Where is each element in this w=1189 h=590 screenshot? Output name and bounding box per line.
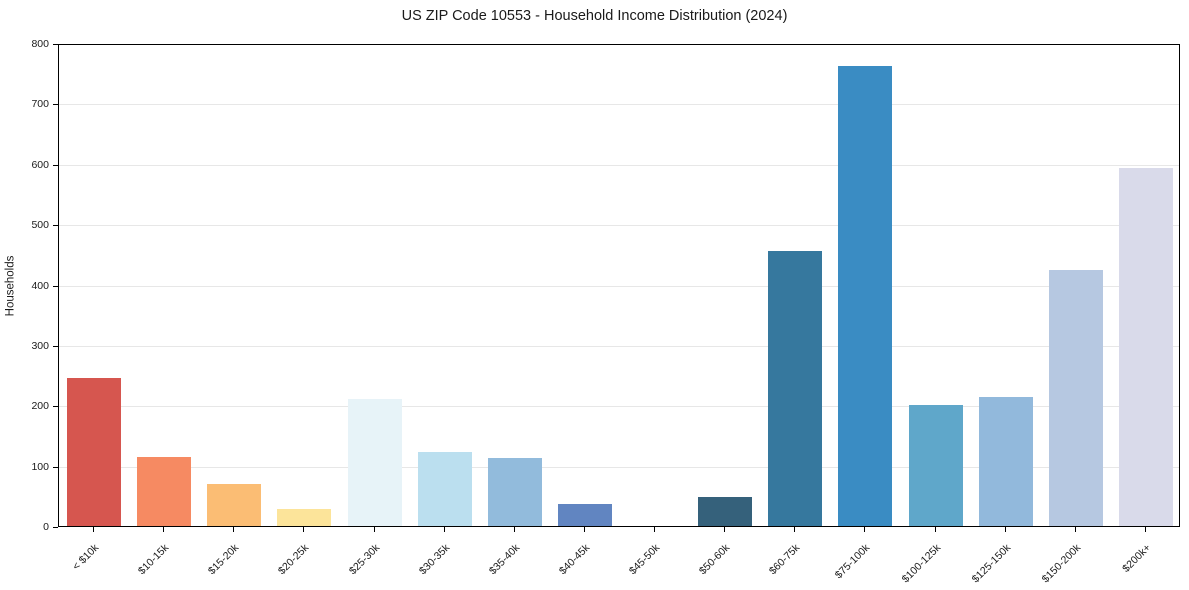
x-tick-label: $45-50k (626, 541, 663, 578)
x-tick-mark (443, 527, 445, 532)
x-tick-label: $20-25k (276, 541, 312, 578)
bar (908, 404, 963, 526)
y-tick-mark (53, 466, 58, 468)
gridline (59, 285, 1179, 287)
bar (417, 451, 472, 526)
gridline (59, 345, 1179, 347)
x-tick-label: $10-15k (136, 541, 172, 578)
bar (978, 397, 1033, 526)
x-tick-mark (233, 527, 235, 532)
bar (768, 251, 823, 526)
x-tick-mark (794, 527, 796, 532)
bar (487, 458, 542, 526)
x-tick-label: $150-200k (1039, 541, 1084, 586)
x-tick-label: $200k+ (1120, 541, 1154, 575)
x-tick-label: $60-75k (767, 541, 803, 578)
x-tick-label: $15-20k (206, 541, 242, 578)
y-tick-mark (53, 44, 58, 45)
x-tick-mark (934, 527, 936, 532)
x-tick-mark (303, 527, 305, 532)
x-tick-mark (1004, 527, 1006, 532)
bar (698, 497, 753, 526)
gridline (59, 406, 1179, 408)
x-tick-label: < $10k (70, 541, 102, 573)
y-tick-mark (53, 527, 58, 528)
bar (838, 65, 893, 526)
bar (277, 509, 332, 526)
bar (137, 456, 192, 526)
x-tick-mark (93, 527, 95, 532)
x-tick-mark (724, 527, 726, 532)
chart-title: US ZIP Code 10553 - Household Income Dis… (401, 8, 788, 24)
y-tick-label: 200 (31, 400, 49, 413)
x-tick-mark (864, 527, 866, 532)
gridline (59, 466, 1179, 468)
y-tick-label: 600 (31, 158, 49, 171)
y-tick-label: 100 (31, 460, 49, 473)
bar (347, 399, 402, 526)
bar (1048, 270, 1103, 526)
x-tick-mark (163, 527, 165, 532)
y-tick-label: 800 (31, 38, 49, 50)
x-tick-mark (654, 527, 656, 532)
x-tick-label: $75-100k (833, 541, 873, 582)
y-tick-mark (53, 406, 58, 408)
x-tick-mark (583, 527, 585, 532)
y-tick-mark (53, 345, 58, 347)
x-tick-mark (513, 527, 515, 532)
x-tick-mark (1074, 527, 1076, 532)
y-tick-label: 300 (31, 339, 49, 352)
x-tick-label: $30-35k (416, 541, 452, 578)
y-tick-label: 400 (31, 279, 49, 292)
bar (557, 504, 612, 526)
y-tick-mark (53, 285, 58, 287)
gridline (59, 225, 1179, 227)
y-tick-mark (53, 104, 58, 106)
x-tick-label: $125-150k (969, 541, 1013, 586)
x-tick-label: $35-40k (486, 541, 523, 578)
x-tick-label: $40-45k (556, 541, 593, 578)
y-tick-mark (53, 164, 58, 166)
bar (1118, 167, 1173, 526)
x-tick-label: $25-30k (346, 541, 382, 578)
x-tick-label: $50-60k (697, 541, 733, 578)
plot-area (58, 44, 1180, 527)
x-tick-mark (373, 527, 375, 532)
bar (207, 483, 262, 526)
gridline (59, 164, 1179, 166)
x-tick-mark (1144, 527, 1146, 532)
y-tick-label: 0 (43, 521, 49, 533)
y-tick-mark (53, 225, 58, 227)
gridline (59, 104, 1179, 106)
x-tick-label: $100-125k (899, 541, 943, 586)
y-tick-label: 700 (31, 98, 49, 111)
bar (67, 378, 122, 526)
y-tick-label: 500 (31, 219, 49, 232)
